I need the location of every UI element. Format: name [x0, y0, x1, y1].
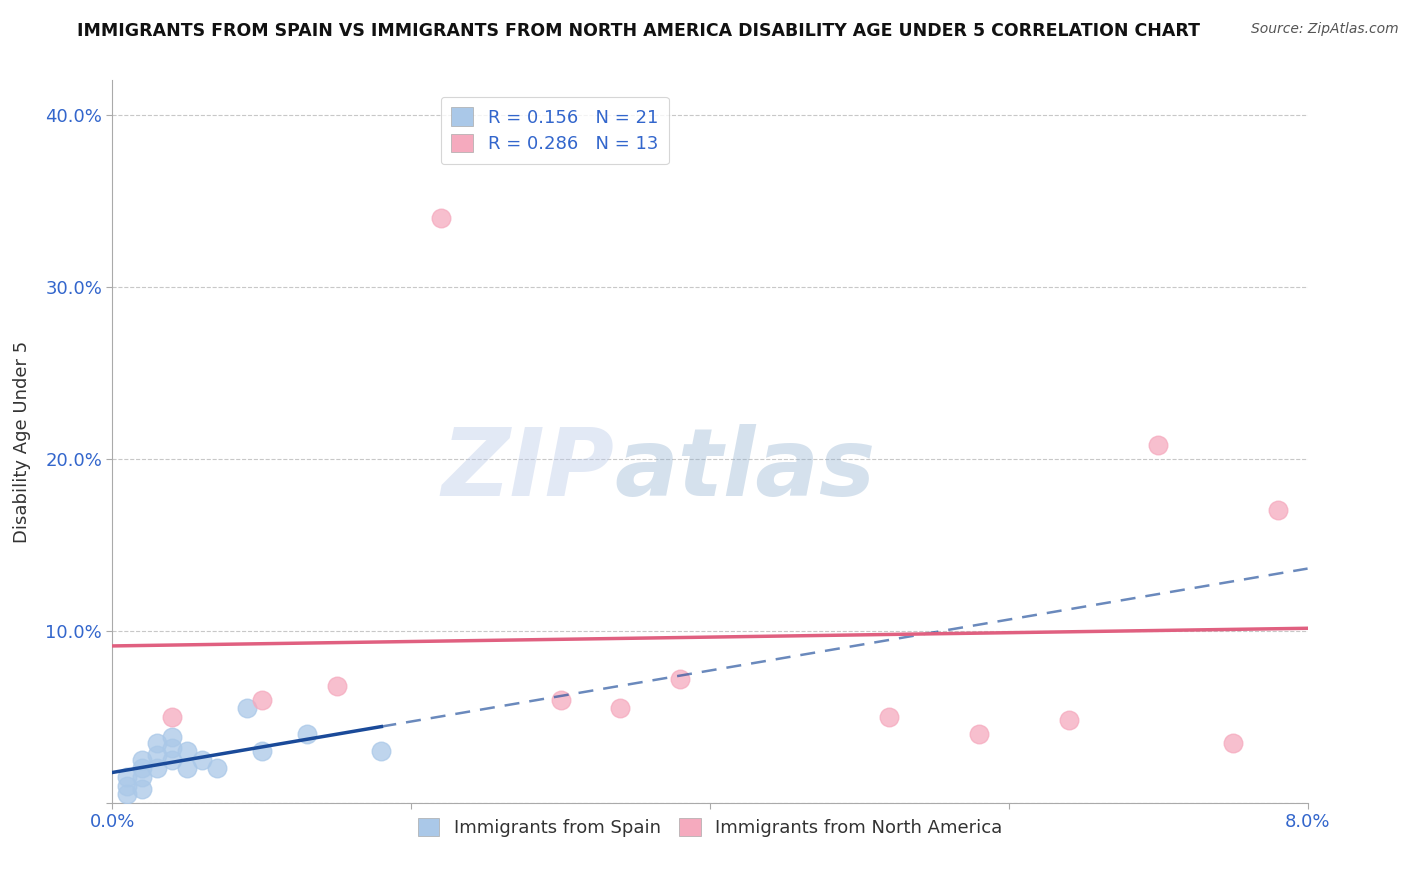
Text: ZIP: ZIP: [441, 425, 614, 516]
Point: [162, 731, 183, 745]
Point: [370, 744, 392, 758]
Point: [250, 692, 273, 706]
Point: [236, 701, 259, 715]
Point: [131, 753, 153, 767]
Point: [609, 701, 631, 715]
Point: [669, 672, 692, 686]
Point: [1222, 735, 1244, 749]
Point: [117, 779, 139, 793]
Point: [1057, 713, 1080, 727]
Text: atlas: atlas: [614, 425, 876, 516]
Text: Source: ZipAtlas.com: Source: ZipAtlas.com: [1251, 22, 1399, 37]
Legend: Immigrants from Spain, Immigrants from North America: Immigrants from Spain, Immigrants from N…: [411, 811, 1010, 845]
Point: [250, 744, 273, 758]
Point: [146, 747, 169, 762]
Point: [162, 740, 183, 755]
Point: [295, 727, 318, 741]
Point: [877, 710, 901, 724]
Y-axis label: Disability Age Under 5: Disability Age Under 5: [13, 341, 31, 542]
Point: [131, 770, 153, 784]
Text: IMMIGRANTS FROM SPAIN VS IMMIGRANTS FROM NORTH AMERICA DISABILITY AGE UNDER 5 CO: IMMIGRANTS FROM SPAIN VS IMMIGRANTS FROM…: [77, 22, 1201, 40]
Point: [325, 679, 347, 693]
Point: [162, 710, 183, 724]
Point: [550, 692, 572, 706]
Point: [205, 761, 228, 775]
Point: [146, 735, 169, 749]
Point: [176, 761, 198, 775]
Point: [967, 727, 990, 741]
Point: [131, 761, 153, 775]
Point: [162, 753, 183, 767]
Point: [430, 211, 453, 225]
Point: [131, 782, 153, 797]
Point: [146, 761, 169, 775]
Point: [176, 744, 198, 758]
Point: [117, 787, 139, 801]
Point: [117, 770, 139, 784]
Point: [191, 753, 214, 767]
Point: [1147, 438, 1170, 452]
Point: [1267, 503, 1289, 517]
